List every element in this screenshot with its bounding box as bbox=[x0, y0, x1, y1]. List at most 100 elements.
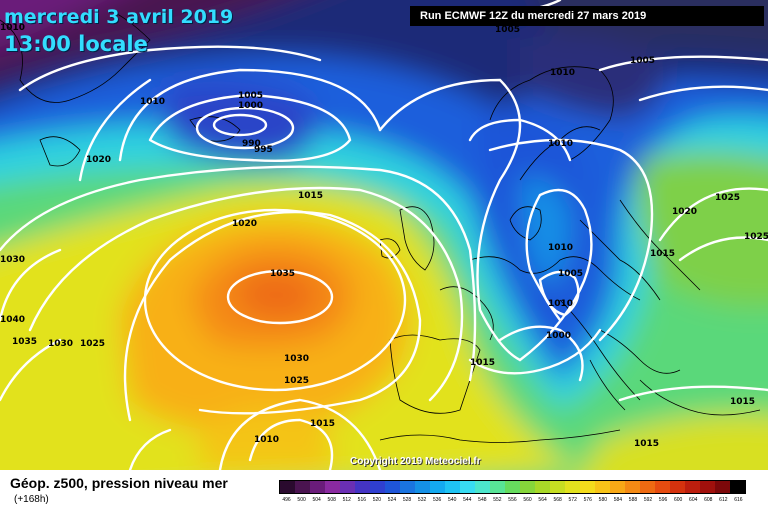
isobar-label: 1025 bbox=[80, 339, 105, 349]
color-scale-cell bbox=[355, 481, 370, 493]
color-scale-label: 520 bbox=[372, 497, 382, 503]
color-scale-cell bbox=[580, 481, 595, 493]
color-scale-cell bbox=[445, 481, 460, 493]
isobar-label: 1005 bbox=[630, 56, 655, 66]
color-scale-cell bbox=[415, 481, 430, 493]
isobar-label: 1025 bbox=[715, 193, 740, 203]
color-scale-label: 592 bbox=[643, 497, 653, 503]
isobar-label: 1010 bbox=[254, 435, 279, 445]
isobar-label: 1015 bbox=[470, 358, 495, 368]
color-scale-cell bbox=[595, 481, 610, 493]
isobar-label: 1010 bbox=[548, 139, 573, 149]
isobar-label: 1010 bbox=[140, 97, 165, 107]
color-scale-label: 600 bbox=[673, 497, 683, 503]
color-scale-label: 584 bbox=[613, 497, 623, 503]
isobar-label: 1010 bbox=[0, 23, 25, 33]
isobar-label: 1030 bbox=[284, 354, 309, 364]
color-scale-label: 496 bbox=[282, 497, 291, 503]
color-scale-cell bbox=[730, 481, 745, 493]
color-scale-label: 536 bbox=[432, 497, 442, 503]
color-scale-cell bbox=[325, 481, 340, 493]
color-scale-label: 512 bbox=[342, 497, 351, 503]
color-scale-label: 504 bbox=[312, 497, 321, 503]
legend-title: Géop. z500, pression niveau mer bbox=[10, 475, 228, 491]
isobar-label: 1030 bbox=[48, 339, 73, 349]
color-scale-label: 516 bbox=[357, 497, 367, 503]
isobar-label: 1035 bbox=[270, 269, 295, 279]
color-scale-cell bbox=[295, 481, 310, 493]
isobars bbox=[0, 0, 768, 470]
color-scale-label: 528 bbox=[402, 497, 412, 503]
isobar-label: 1025 bbox=[284, 376, 309, 386]
isobar-label: 1020 bbox=[672, 207, 697, 217]
color-scale-cell bbox=[535, 481, 550, 493]
color-scale-label: 580 bbox=[598, 497, 608, 503]
color-scale-cell bbox=[310, 481, 325, 493]
color-scale-cell bbox=[655, 481, 670, 493]
color-scale-label: 540 bbox=[448, 497, 457, 503]
color-scale-label: 564 bbox=[538, 497, 547, 503]
color-scale-label: 508 bbox=[327, 497, 336, 503]
color-scale-label: 588 bbox=[628, 497, 638, 503]
isobar-label: 1015 bbox=[298, 191, 323, 201]
color-scale-label: 596 bbox=[658, 497, 668, 503]
color-scale-cell bbox=[670, 481, 685, 493]
legend-footer: Géop. z500, pression niveau mer (+168h) … bbox=[0, 470, 768, 512]
color-scale-cell bbox=[280, 481, 295, 493]
isobar-label: 1035 bbox=[12, 337, 37, 347]
color-scale-cell bbox=[385, 481, 400, 493]
isobar-label: 1040 bbox=[0, 315, 25, 325]
color-scale-cell bbox=[640, 481, 655, 493]
isobar-label: 1005 bbox=[495, 25, 520, 35]
color-scale-cell bbox=[490, 481, 505, 493]
geopotential-field bbox=[0, 0, 768, 470]
isobar-label: 1015 bbox=[634, 439, 659, 449]
color-scale-label: 576 bbox=[583, 497, 592, 503]
isobar-label: 1000 bbox=[546, 331, 571, 341]
legend-subtitle: (+168h) bbox=[14, 494, 49, 505]
color-scale-cell bbox=[565, 481, 580, 493]
isobar-label: 1005 bbox=[238, 91, 263, 101]
forecast-time-title: 13:00 locale bbox=[4, 32, 148, 56]
color-scale-cell bbox=[475, 481, 490, 493]
color-scale-label: 560 bbox=[523, 497, 532, 503]
color-scale-label: 572 bbox=[568, 497, 577, 503]
isobar-label: 1000 bbox=[238, 101, 263, 111]
isobar-label: 1015 bbox=[310, 419, 335, 429]
color-scale-bar bbox=[279, 480, 746, 494]
isobar-label: 1020 bbox=[86, 155, 111, 165]
color-scale-cell bbox=[625, 481, 640, 493]
isobar-label: 1010 bbox=[550, 68, 575, 78]
color-scale-cell bbox=[715, 481, 730, 493]
isobar-label: 1010 bbox=[548, 299, 573, 309]
color-scale-label: 524 bbox=[387, 497, 397, 503]
color-scale-label: 616 bbox=[734, 497, 743, 503]
color-scale-cell bbox=[430, 481, 445, 493]
isobar-label: 1005 bbox=[558, 269, 583, 279]
color-scale-cell bbox=[700, 481, 715, 493]
color-scale-cell bbox=[340, 481, 355, 493]
isobar-label: 995 bbox=[254, 145, 273, 155]
color-scale-cell bbox=[685, 481, 700, 493]
color-scale-cell bbox=[370, 481, 385, 493]
color-scale-cell bbox=[610, 481, 625, 493]
color-scale-cell bbox=[460, 481, 475, 493]
isobar-label: 990 bbox=[242, 139, 261, 149]
color-scale-label: 552 bbox=[493, 497, 502, 503]
isobar-labels: 1005 1010 1005 1000 990 995 1020 1015 10… bbox=[0, 23, 768, 449]
color-scale-label: 544 bbox=[463, 497, 472, 503]
color-scale-cell bbox=[505, 481, 520, 493]
color-scale-cell bbox=[550, 481, 565, 493]
color-scale-label: 556 bbox=[508, 497, 517, 503]
isobar-label: 1030 bbox=[0, 255, 25, 265]
isobar-label: 1015 bbox=[650, 249, 675, 259]
forecast-map: 1005 1010 1005 1000 990 995 1020 1015 10… bbox=[0, 0, 768, 470]
isobar-label: 1020 bbox=[232, 219, 257, 229]
color-scale-label: 608 bbox=[704, 497, 713, 503]
isobar-label: 1015 bbox=[730, 397, 755, 407]
copyright-label: Copyright 2019 Meteociel.fr bbox=[350, 456, 481, 467]
model-run-label: Run ECMWF 12Z du mercredi 27 mars 2019 bbox=[410, 6, 764, 26]
color-scale-label: 532 bbox=[417, 497, 427, 503]
isobar-label: 1025 bbox=[744, 232, 768, 242]
